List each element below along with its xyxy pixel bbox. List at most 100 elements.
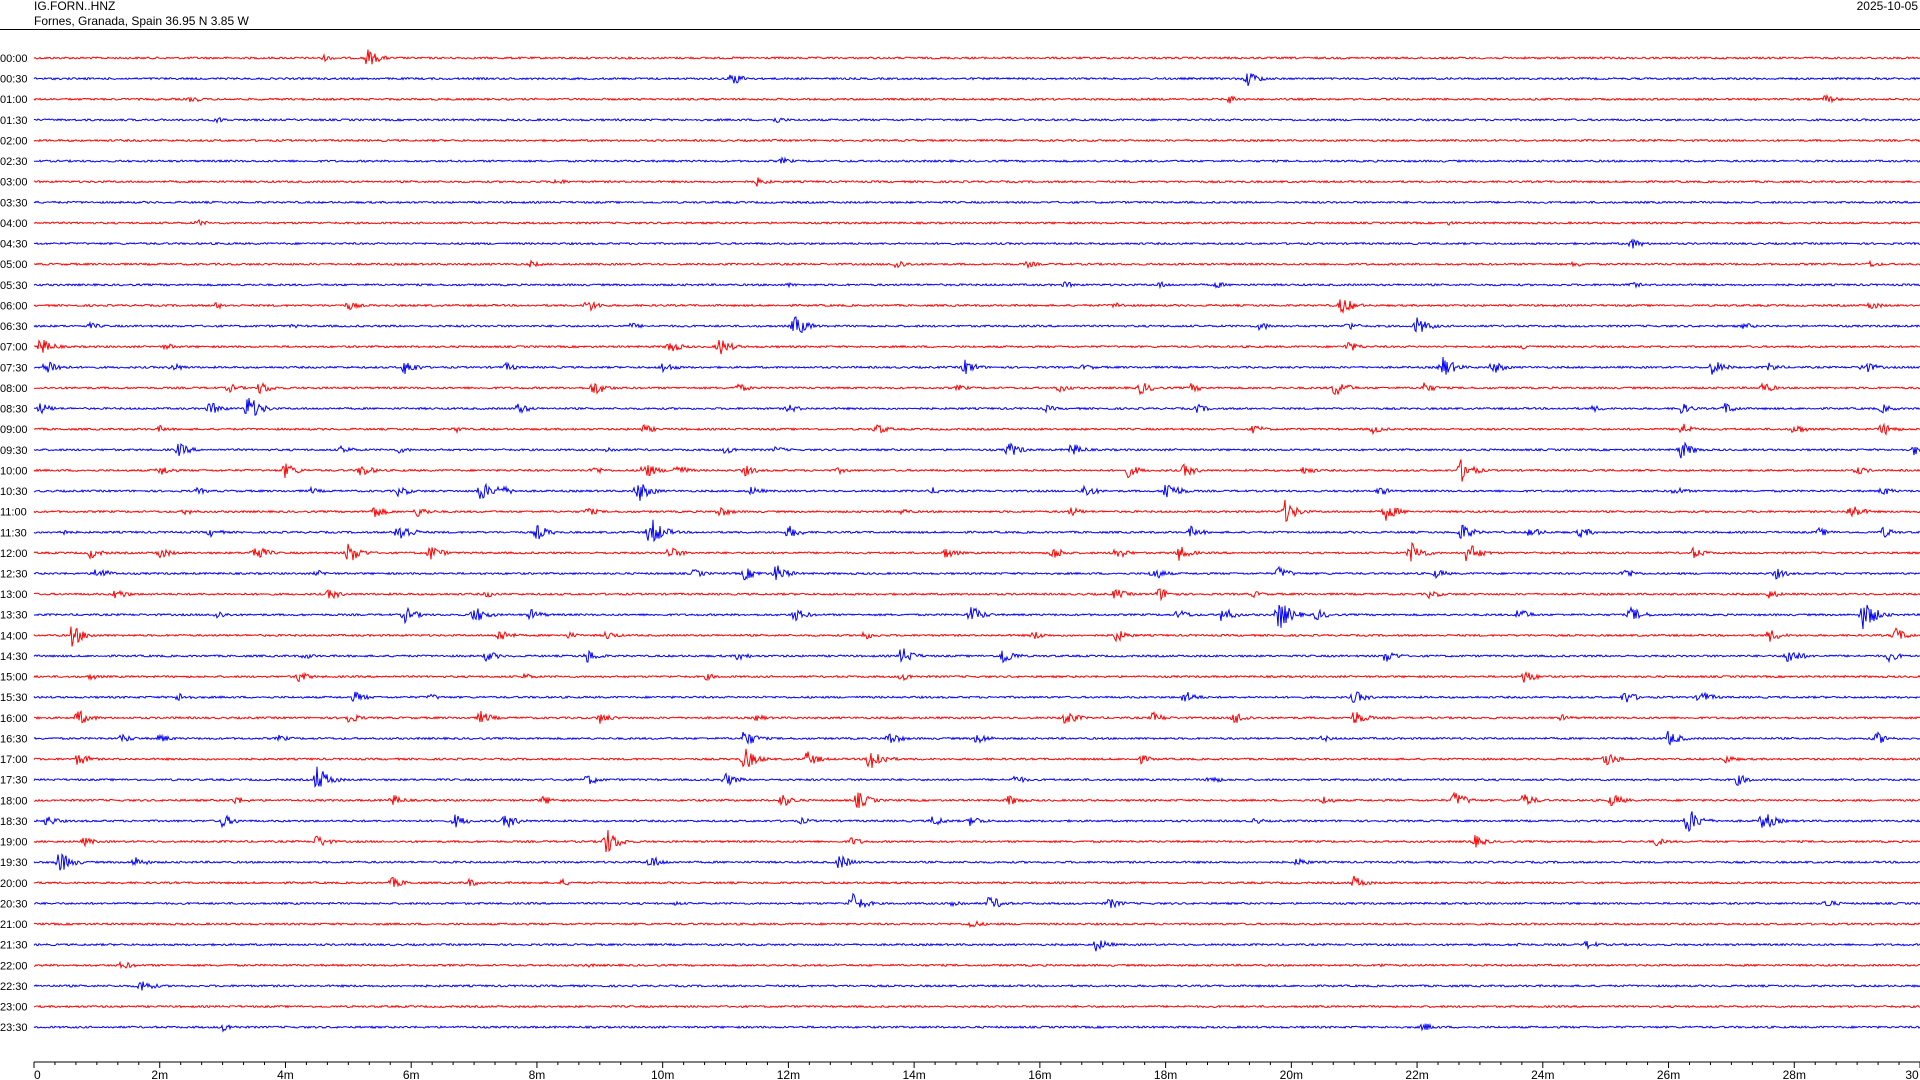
row-time-label: 12:30 [0, 569, 28, 581]
row-time-label: 22:30 [0, 981, 28, 993]
seismic-trace-0530 [33, 280, 1920, 290]
seismic-trace-1030 [33, 482, 1920, 501]
row-time-label: 14:00 [0, 630, 28, 642]
seismic-trace-1530 [33, 691, 1920, 703]
row-time-label: 08:30 [0, 404, 28, 416]
seismic-trace-0630 [33, 316, 1920, 334]
seismic-trace-0900 [33, 422, 1920, 437]
row-time-label: 15:00 [0, 672, 28, 684]
seismic-trace-0430 [33, 238, 1920, 249]
row-time-label: 03:30 [0, 197, 28, 209]
x-axis: 0 2m 4m 6m 8m 10m 12m 14m 16m 18m 20m 22m 24m 26m 28m 3… [33, 1061, 1920, 1080]
traces-group: 00:00 00:30 01:00 01:30 02:00 02:30 03:00 03:30… [0, 49, 1920, 1034]
row-time-label: 09:00 [0, 424, 28, 436]
row-time-label: 17:30 [0, 775, 28, 787]
seismic-trace-1230 [33, 565, 1920, 581]
row-time-label: 07:00 [0, 342, 28, 354]
row-time-label: 00:30 [0, 74, 28, 86]
row-time-label: 11:00 [0, 507, 27, 519]
seismic-trace-1730 [33, 766, 1920, 788]
seismic-trace-0000 [33, 49, 1920, 65]
row-time-label: 13:00 [0, 589, 28, 601]
seismic-trace-2030 [33, 892, 1920, 909]
station-title: IG.FORN..HNZ [34, 0, 116, 13]
row-time-label: 16:00 [0, 713, 28, 725]
seismic-trace-0130 [34, 116, 1920, 124]
row-time-label: 23:00 [0, 1002, 28, 1014]
row-time-label: 10:30 [0, 486, 28, 498]
row-time-label: 05:00 [0, 259, 28, 271]
row-time-label: 07:30 [0, 362, 28, 374]
x-tick-label: 2m [151, 1068, 168, 1080]
seismic-trace-0030 [33, 73, 1920, 87]
seismic-trace-0930 [33, 441, 1920, 459]
row-time-label: 20:00 [0, 878, 28, 890]
x-tick-label: 18m [1154, 1068, 1177, 1080]
x-tick-label: 26m [1657, 1068, 1680, 1080]
row-time-label: 18:00 [0, 795, 28, 807]
row-time-label: 19:00 [0, 837, 28, 849]
row-time-label: 14:30 [0, 651, 28, 663]
seismic-trace-1430 [33, 648, 1920, 664]
seismic-trace-2330 [33, 1022, 1920, 1033]
seismic-trace-0830 [33, 397, 1920, 416]
row-time-label: 21:00 [0, 919, 28, 931]
seismic-trace-0200 [33, 138, 1920, 143]
seismic-trace-1630 [33, 730, 1920, 746]
row-time-label: 19:30 [0, 857, 28, 869]
seismic-trace-0230 [34, 156, 1920, 164]
x-tick-label: 28m [1783, 1068, 1806, 1080]
row-time-label: 13:30 [0, 610, 28, 622]
seismic-trace-1330 [33, 604, 1920, 630]
x-tick-label: 10m [651, 1068, 674, 1080]
seismic-trace-0300 [33, 177, 1920, 187]
seismic-trace-1400 [33, 626, 1920, 647]
seismic-trace-2130 [33, 939, 1920, 952]
seismic-trace-0600 [33, 299, 1920, 315]
x-tick-label: 16m [1028, 1068, 1051, 1080]
x-tick-label: 22m [1405, 1068, 1428, 1080]
header-divider [0, 29, 1920, 30]
row-time-label: 08:00 [0, 383, 28, 395]
seismic-trace-0800 [33, 381, 1920, 396]
seismic-trace-1100 [33, 499, 1920, 523]
seismic-trace-1600 [33, 709, 1920, 724]
seismic-trace-1300 [33, 588, 1920, 602]
seismic-trace-2000 [33, 875, 1920, 888]
seismic-trace-1930 [33, 852, 1920, 871]
seismic-trace-0330 [33, 200, 1920, 205]
row-time-label: 23:30 [0, 1022, 28, 1034]
x-tick-label: 20m [1280, 1068, 1303, 1080]
row-time-label: 04:00 [0, 218, 28, 230]
x-tick-label: 8m [529, 1068, 546, 1080]
x-tick-label: 12m [777, 1068, 800, 1080]
seismic-trace-1130 [33, 519, 1920, 543]
x-tick-label: 0 [34, 1068, 41, 1080]
row-time-label: 06:30 [0, 321, 28, 333]
row-time-label: 12:00 [0, 548, 28, 560]
row-time-label: 05:30 [0, 280, 28, 292]
seismic-trace-1000 [33, 459, 1920, 482]
seismic-trace-2230 [33, 981, 1920, 991]
seismic-trace-2200 [33, 960, 1920, 969]
seismic-trace-1900 [33, 829, 1920, 853]
row-time-label: 11:30 [0, 527, 27, 539]
row-time-label: 02:30 [0, 156, 28, 168]
station-location: Fornes, Granada, Spain 36.95 N 3.85 W [34, 14, 249, 28]
row-time-label: 15:30 [0, 692, 28, 704]
seismic-trace-0400 [33, 218, 1920, 227]
row-time-label: 01:30 [0, 115, 28, 127]
x-tick-label: 4m [277, 1068, 294, 1080]
seismic-trace-1700 [33, 748, 1920, 768]
seismic-trace-0700 [33, 339, 1920, 355]
x-tick-label: 14m [902, 1068, 925, 1080]
x-tick-label: 24m [1531, 1068, 1554, 1080]
seismic-trace-1500 [33, 671, 1920, 683]
seismic-trace-1800 [33, 791, 1920, 809]
row-time-label: 03:00 [0, 177, 28, 189]
row-time-label: 20:30 [0, 898, 28, 910]
seismic-trace-2300 [33, 1004, 1920, 1009]
seismic-trace-1200 [33, 541, 1920, 562]
row-time-label: 09:30 [0, 445, 28, 457]
